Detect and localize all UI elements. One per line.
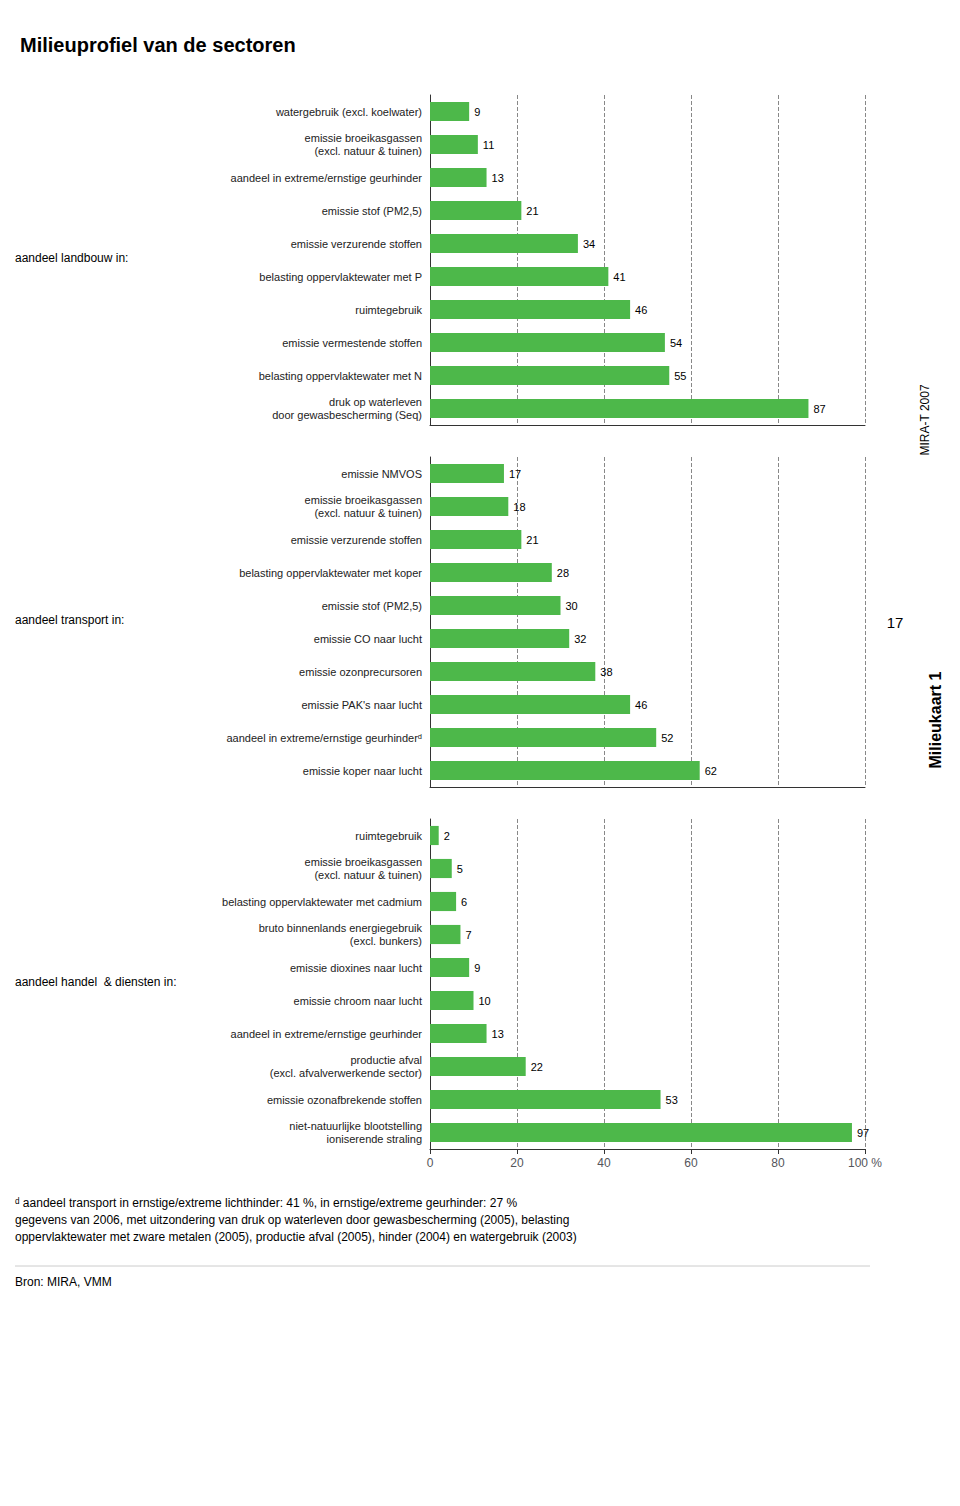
- svg-text:productie afval: productie afval: [350, 1054, 422, 1066]
- svg-text:55: 55: [674, 370, 686, 382]
- svg-text:9: 9: [474, 962, 480, 974]
- svg-text:(excl. natuur & tuinen): (excl. natuur & tuinen): [314, 145, 422, 157]
- svg-text:belasting oppervlaktewater met: belasting oppervlaktewater met P: [259, 271, 422, 283]
- svg-text:belasting oppervlaktewater met: belasting oppervlaktewater met cadmium: [222, 896, 422, 908]
- svg-text:Milieuprofiel van de sectoren: Milieuprofiel van de sectoren: [20, 34, 296, 56]
- svg-text:emissie ozonprecursoren: emissie ozonprecursoren: [299, 666, 422, 678]
- svg-text:10: 10: [479, 995, 491, 1007]
- svg-text:32: 32: [574, 633, 586, 645]
- svg-text:54: 54: [670, 337, 682, 349]
- svg-text:aandeel transport in:: aandeel transport in:: [15, 613, 124, 627]
- svg-text:emissie koper naar lucht: emissie koper naar lucht: [303, 765, 422, 777]
- svg-text:ᵈ aandeel transport in ernstig: ᵈ aandeel transport in ernstige/extreme …: [15, 1196, 517, 1210]
- svg-text:aandeel in extreme/ernstige ge: aandeel in extreme/ernstige geurhinder: [231, 172, 423, 184]
- svg-text:21: 21: [526, 534, 538, 546]
- svg-text:0: 0: [427, 1156, 434, 1170]
- svg-text:aandeel landbouw in:: aandeel landbouw in:: [15, 251, 128, 265]
- svg-text:28: 28: [557, 567, 569, 579]
- svg-text:30: 30: [566, 600, 578, 612]
- svg-text:druk op waterleven: druk op waterleven: [329, 396, 422, 408]
- svg-text:100 %: 100 %: [848, 1156, 882, 1170]
- svg-text:20: 20: [510, 1156, 524, 1170]
- svg-text:60: 60: [684, 1156, 698, 1170]
- svg-text:emissie dioxines naar lucht: emissie dioxines naar lucht: [290, 962, 422, 974]
- svg-text:Milieukaart 1: Milieukaart 1: [927, 671, 944, 768]
- svg-text:bruto binnenlands energiegebru: bruto binnenlands energiegebruik: [259, 922, 423, 934]
- svg-text:21: 21: [526, 205, 538, 217]
- svg-text:aandeel in extreme/ernstige ge: aandeel in extreme/ernstige geurhinderᵈ: [226, 732, 422, 744]
- svg-text:emissie NMVOS: emissie NMVOS: [341, 468, 422, 480]
- svg-text:(excl. natuur & tuinen): (excl. natuur & tuinen): [314, 869, 422, 881]
- svg-text:emissie broeikasgassen: emissie broeikasgassen: [305, 494, 422, 506]
- svg-text:53: 53: [666, 1094, 678, 1106]
- svg-text:52: 52: [661, 732, 673, 744]
- svg-text:38: 38: [600, 666, 612, 678]
- svg-text:emissie CO naar lucht: emissie CO naar lucht: [314, 633, 422, 645]
- svg-text:62: 62: [705, 765, 717, 777]
- svg-text:46: 46: [635, 699, 647, 711]
- svg-text:97: 97: [857, 1127, 869, 1139]
- svg-text:emissie broeikasgassen: emissie broeikasgassen: [305, 132, 422, 144]
- svg-text:emissie verzurende stoffen: emissie verzurende stoffen: [291, 534, 422, 546]
- svg-text:oppervlaktewater met zware met: oppervlaktewater met zware metalen (2005…: [15, 1230, 577, 1244]
- svg-text:17: 17: [887, 614, 904, 631]
- svg-text:emissie stof (PM2,5): emissie stof (PM2,5): [322, 205, 422, 217]
- svg-text:(excl. natuur & tuinen): (excl. natuur & tuinen): [314, 507, 422, 519]
- svg-text:Bron: MIRA, VMM: Bron: MIRA, VMM: [15, 1275, 112, 1289]
- svg-text:13: 13: [492, 172, 504, 184]
- svg-text:41: 41: [613, 271, 625, 283]
- svg-text:18: 18: [513, 501, 525, 513]
- svg-text:gegevens van 2006, met uitzond: gegevens van 2006, met uitzondering van …: [15, 1213, 569, 1227]
- svg-text:ruimtegebruik: ruimtegebruik: [355, 830, 422, 842]
- svg-text:40: 40: [597, 1156, 611, 1170]
- svg-text:7: 7: [465, 929, 471, 941]
- svg-text:emissie PAK's naar lucht: emissie PAK's naar lucht: [301, 699, 422, 711]
- svg-text:9: 9: [474, 106, 480, 118]
- svg-text:niet-natuurlijke blootstelling: niet-natuurlijke blootstelling: [289, 1120, 422, 1132]
- svg-text:emissie vermestende stoffen: emissie vermestende stoffen: [282, 337, 422, 349]
- svg-text:emissie broeikasgassen: emissie broeikasgassen: [305, 856, 422, 868]
- svg-text:17: 17: [509, 468, 521, 480]
- svg-text:belasting oppervlaktewater met: belasting oppervlaktewater met koper: [239, 567, 422, 579]
- svg-text:emissie verzurende stoffen: emissie verzurende stoffen: [291, 238, 422, 250]
- svg-text:46: 46: [635, 304, 647, 316]
- svg-text:11: 11: [483, 139, 494, 151]
- svg-text:(excl. afvalverwerkende sector: (excl. afvalverwerkende sector): [270, 1067, 422, 1079]
- svg-text:ruimtegebruik: ruimtegebruik: [355, 304, 422, 316]
- svg-text:door gewasbescherming (Seq): door gewasbescherming (Seq): [272, 409, 422, 421]
- svg-text:(excl. bunkers): (excl. bunkers): [350, 935, 422, 947]
- svg-text:13: 13: [492, 1028, 504, 1040]
- svg-text:87: 87: [813, 403, 825, 415]
- svg-text:22: 22: [531, 1061, 543, 1073]
- svg-text:aandeel in extreme/ernstige ge: aandeel in extreme/ernstige geurhinder: [231, 1028, 423, 1040]
- svg-text:watergebruik (excl. koelwater): watergebruik (excl. koelwater): [275, 106, 422, 118]
- svg-text:5: 5: [457, 863, 463, 875]
- svg-text:MIRA-T 2007: MIRA-T 2007: [918, 384, 932, 455]
- svg-text:aandeel handel & diensten in:: aandeel handel & diensten in:: [15, 975, 176, 989]
- svg-text:80: 80: [771, 1156, 785, 1170]
- svg-text:34: 34: [583, 238, 595, 250]
- svg-text:ioniserende straling: ioniserende straling: [327, 1133, 422, 1145]
- svg-text:emissie stof (PM2,5): emissie stof (PM2,5): [322, 600, 422, 612]
- svg-text:6: 6: [461, 896, 467, 908]
- svg-text:belasting oppervlaktewater met: belasting oppervlaktewater met N: [259, 370, 422, 382]
- svg-text:emissie chroom naar lucht: emissie chroom naar lucht: [294, 995, 422, 1007]
- svg-text:emissie ozonafbrekende stoffen: emissie ozonafbrekende stoffen: [267, 1094, 422, 1106]
- svg-text:2: 2: [444, 830, 450, 842]
